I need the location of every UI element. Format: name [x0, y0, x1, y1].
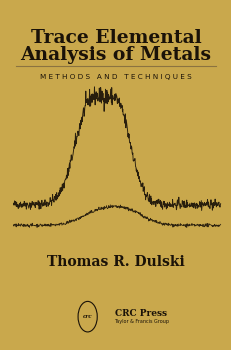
Text: crc: crc [82, 314, 92, 319]
Text: M E T H O D S   A N D   T E C H N I Q U E S: M E T H O D S A N D T E C H N I Q U E S [40, 74, 191, 80]
Text: Thomas R. Dulski: Thomas R. Dulski [47, 256, 184, 270]
Text: Taylor & Francis Group: Taylor & Francis Group [113, 319, 168, 324]
Text: Trace Elemental: Trace Elemental [30, 29, 201, 47]
Text: Analysis of Metals: Analysis of Metals [20, 46, 211, 64]
Text: CRC Press: CRC Press [115, 309, 166, 318]
